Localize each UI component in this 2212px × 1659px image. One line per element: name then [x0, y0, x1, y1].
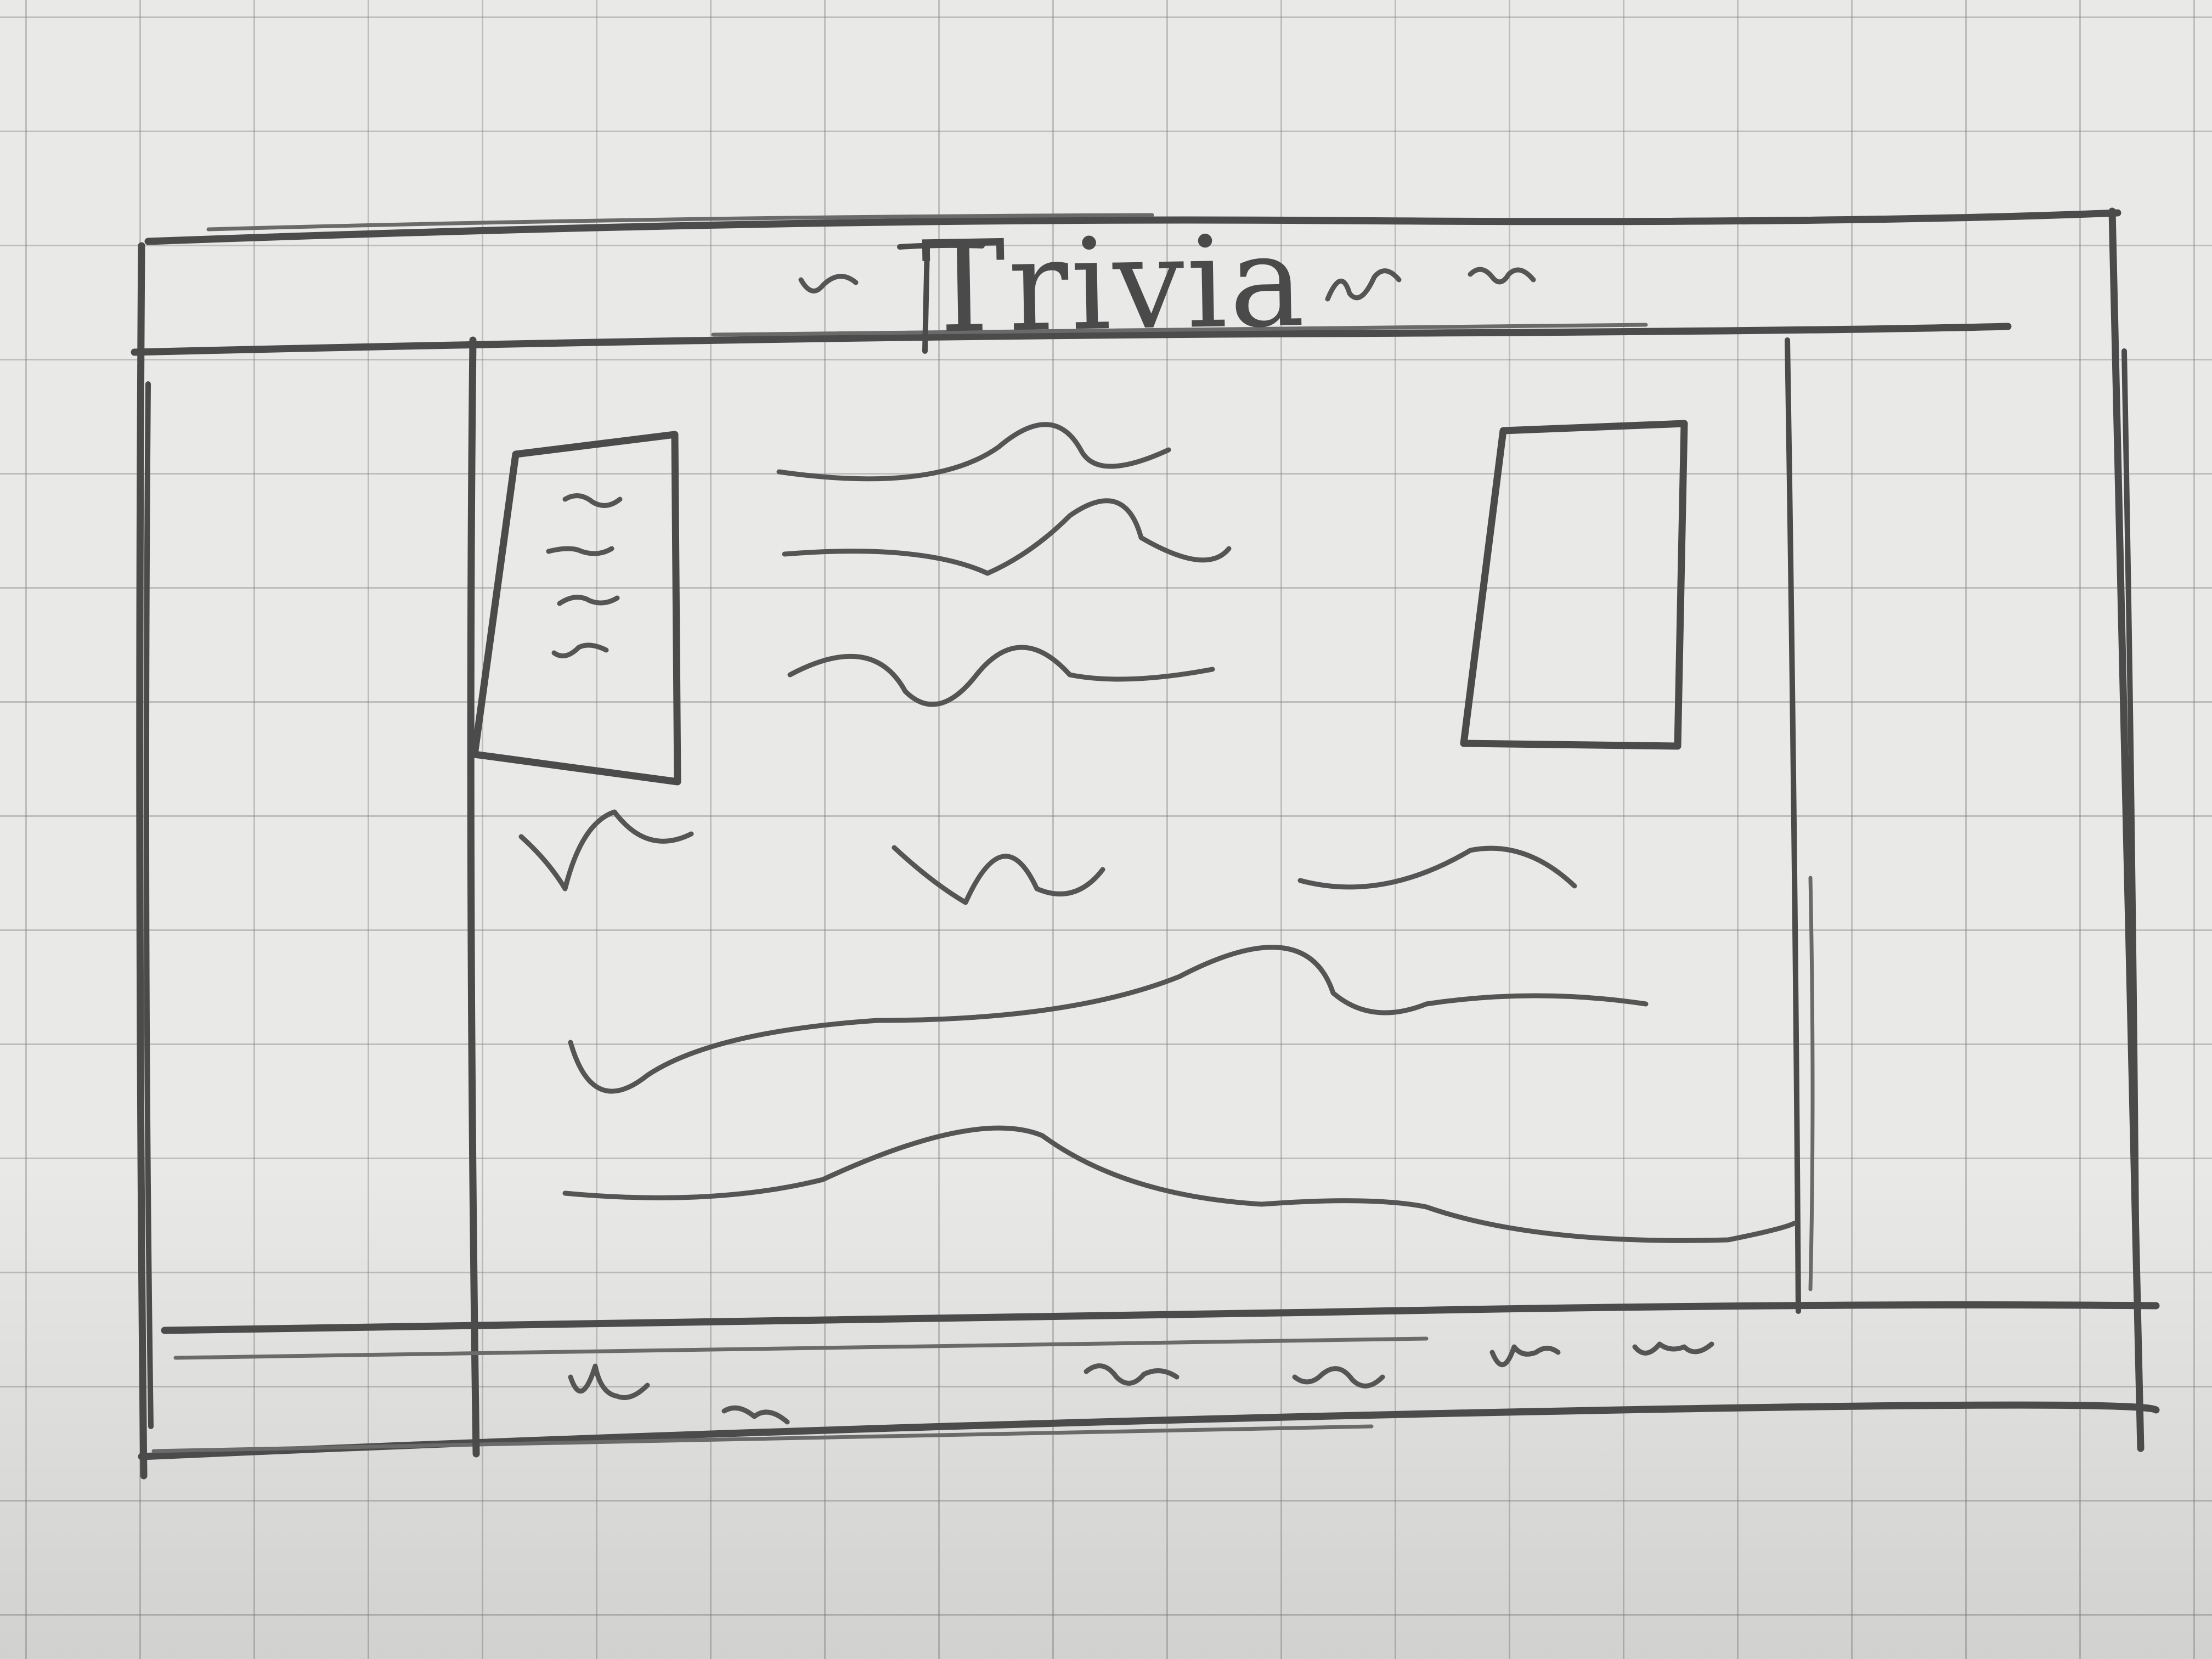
- text-line-3: [787, 645, 1215, 707]
- title-prefix-scribble: [798, 274, 859, 294]
- text-line-8: [562, 1125, 1797, 1243]
- text-line-2: [782, 498, 1232, 576]
- header-scribbles: [798, 267, 1536, 302]
- text-line-6: [1297, 845, 1577, 890]
- left-menu-box: [471, 431, 681, 786]
- page-frame: [136, 207, 2160, 1480]
- footer-links: [568, 1341, 1714, 1425]
- title-suffix-scribble-2: [1468, 267, 1536, 285]
- content-frame: [467, 336, 1815, 1458]
- site-title: Trivia: [920, 208, 1308, 362]
- title-strokes: [897, 242, 985, 354]
- text-line-4: [518, 809, 694, 891]
- footer-link-6: [1632, 1341, 1714, 1356]
- footer-link-4: [1292, 1366, 1385, 1389]
- text-line-5: [891, 845, 1105, 905]
- header-bar: [131, 323, 2012, 356]
- footer-bar: [161, 1301, 2160, 1360]
- right-image-box: [1460, 420, 1688, 750]
- footer-link-3: [1084, 1363, 1180, 1386]
- text-line-1: [776, 422, 1171, 482]
- footer-link-5: [1489, 1344, 1561, 1367]
- title-suffix-scribble-1: [1325, 268, 1402, 302]
- text-line-7: [568, 945, 1649, 1094]
- footer-link-1: [568, 1363, 650, 1400]
- body-text: [518, 422, 1797, 1243]
- footer-link-2: [721, 1405, 790, 1425]
